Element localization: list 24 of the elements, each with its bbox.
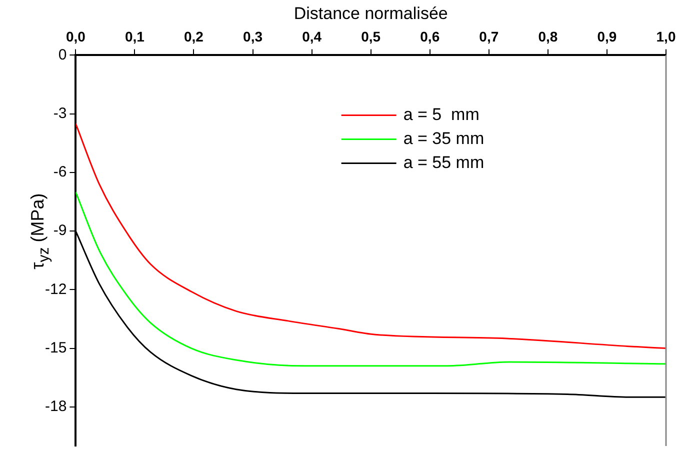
- line-series: [76, 122, 666, 350]
- legend-label: a = 55 mm: [403, 152, 484, 172]
- legend-label: a = 5 mm: [403, 104, 480, 124]
- x-tick-label: 0,0: [66, 28, 86, 45]
- line-series: [76, 191, 666, 367]
- x-tick-label: 0,6: [420, 28, 440, 45]
- x-axis-title: Distance normalisée: [294, 4, 448, 23]
- x-tick-label: 0,9: [597, 28, 617, 45]
- y-tick-label: 0: [58, 46, 67, 64]
- x-tick-label: 1,0: [656, 28, 676, 45]
- x-tick-label: 0,7: [479, 28, 499, 45]
- y-tick-label: -3: [53, 104, 67, 122]
- x-tick-label: 0,3: [243, 28, 263, 45]
- y-tick-label: -15: [44, 339, 67, 356]
- x-tick-label: 0,1: [124, 28, 145, 45]
- x-tick-label: 0,5: [361, 28, 381, 45]
- y-tick-label: -12: [44, 280, 67, 298]
- y-tick-label: -9: [53, 222, 67, 240]
- legend-label: a = 35 mm: [403, 128, 484, 148]
- y-tick-label: -6: [53, 164, 67, 181]
- y-tick-label: -18: [44, 398, 67, 416]
- x-tick-label: 0,2: [184, 28, 204, 45]
- x-tick-label: 0,4: [302, 28, 322, 45]
- x-tick-label: 0,8: [538, 28, 558, 45]
